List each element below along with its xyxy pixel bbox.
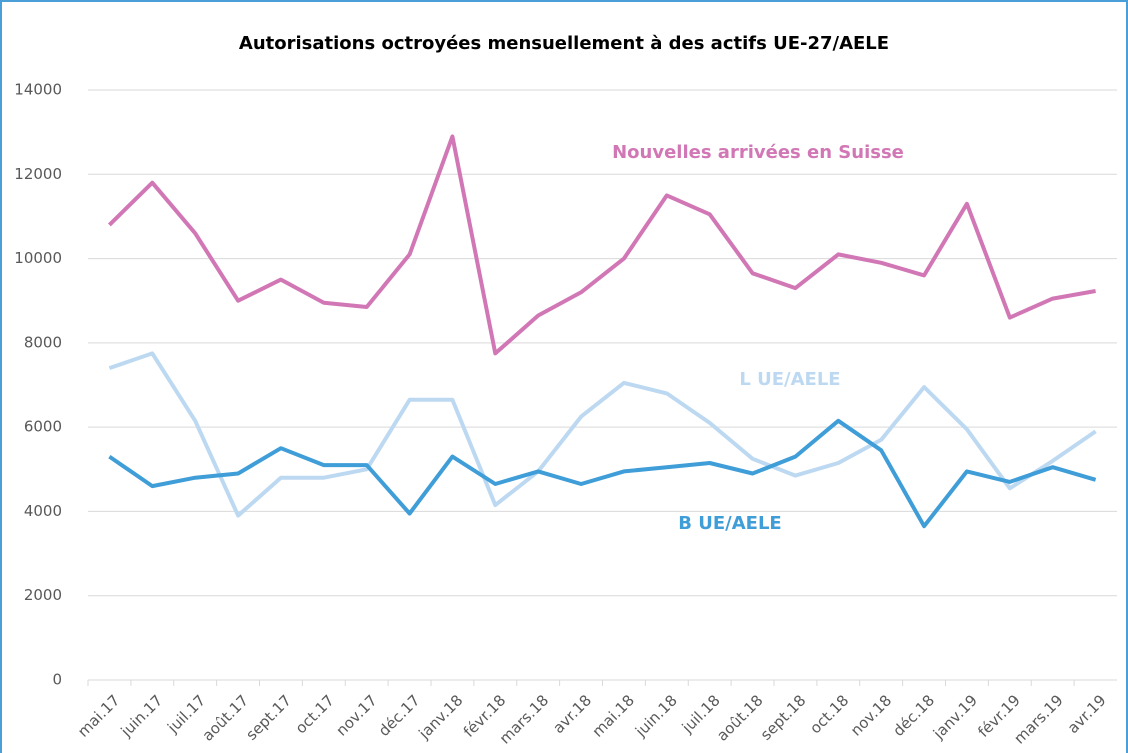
y-tick-label: 6000 (24, 418, 62, 436)
x-tick-label: sept.18 (757, 691, 810, 744)
x-tick-label: oct.18 (806, 691, 852, 737)
x-tick-label: avr.18 (549, 691, 595, 737)
series-label: L UE/AELE (739, 369, 840, 390)
x-tick-label: nov.18 (847, 691, 895, 739)
y-tick-label: 4000 (24, 502, 62, 520)
chart-title: Autorisations octroyées mensuellement à … (239, 33, 889, 54)
x-tick-label: sept.17 (242, 691, 295, 744)
y-tick-label: 14000 (14, 81, 62, 99)
line-series (107, 134, 1096, 356)
x-tick-label: oct.17 (292, 691, 338, 737)
x-tick-label: mai.18 (589, 691, 638, 740)
x-tick-label: avr.19 (1064, 691, 1110, 737)
x-tick-label: juin.18 (631, 691, 681, 741)
line-series (108, 351, 1097, 518)
series-label: Nouvelles arrivées en Suisse (612, 142, 904, 163)
line-series (108, 418, 1097, 529)
x-tick-label: juin.17 (117, 691, 167, 741)
x-tick-label: mai.17 (74, 691, 123, 740)
y-tick-label: 0 (52, 671, 62, 689)
x-tick-label: août.18 (713, 691, 766, 744)
x-tick-label: août.17 (199, 691, 252, 744)
y-tick-label: 10000 (14, 249, 62, 267)
y-tick-label: 12000 (14, 165, 62, 183)
series-label: B UE/AELE (678, 513, 781, 534)
x-tick-label: déc.18 (889, 691, 938, 740)
x-tick-label: nov.17 (332, 691, 380, 739)
y-tick-label: 2000 (24, 586, 62, 604)
x-tick-label: janv.18 (415, 691, 467, 743)
y-tick-label: 8000 (24, 333, 62, 351)
x-tick-label: déc.17 (375, 691, 424, 740)
x-tick-label: janv.19 (929, 691, 981, 743)
